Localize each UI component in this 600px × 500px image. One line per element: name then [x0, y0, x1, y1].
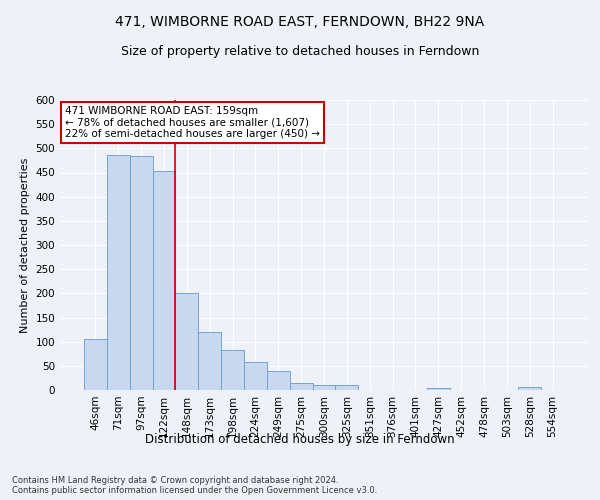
Bar — [175, 294, 198, 390]
Bar — [107, 154, 130, 390]
Bar — [313, 385, 335, 390]
Bar — [335, 385, 358, 390]
Text: Distribution of detached houses by size in Ferndown: Distribution of detached houses by size … — [145, 432, 455, 446]
Text: 471, WIMBORNE ROAD EAST, FERNDOWN, BH22 9NA: 471, WIMBORNE ROAD EAST, FERNDOWN, BH22 … — [115, 15, 485, 29]
Bar — [130, 156, 152, 390]
Bar — [427, 388, 450, 390]
Bar — [152, 171, 175, 390]
Text: 471 WIMBORNE ROAD EAST: 159sqm
← 78% of detached houses are smaller (1,607)
22% : 471 WIMBORNE ROAD EAST: 159sqm ← 78% of … — [65, 106, 320, 139]
Bar — [244, 362, 267, 390]
Bar — [290, 383, 313, 390]
Text: Size of property relative to detached houses in Ferndown: Size of property relative to detached ho… — [121, 45, 479, 58]
Bar — [518, 386, 541, 390]
Bar — [198, 332, 221, 390]
Bar — [267, 370, 290, 390]
Bar — [84, 339, 107, 390]
Text: Contains HM Land Registry data © Crown copyright and database right 2024.
Contai: Contains HM Land Registry data © Crown c… — [12, 476, 377, 495]
Bar — [221, 350, 244, 390]
Y-axis label: Number of detached properties: Number of detached properties — [20, 158, 30, 332]
